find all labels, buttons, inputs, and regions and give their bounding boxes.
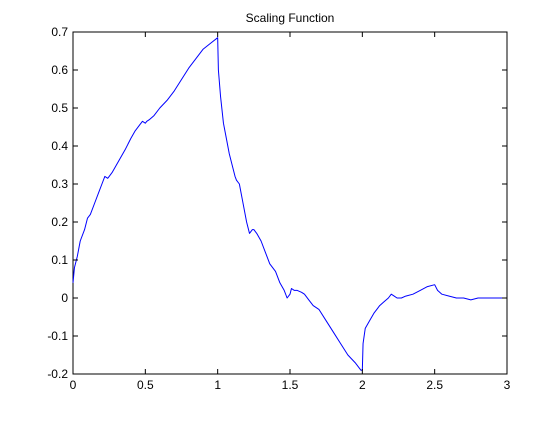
y-tick-label: 0.6: [51, 63, 68, 77]
x-tick-label: 0: [70, 378, 77, 392]
y-tick-label: 0.7: [51, 25, 68, 39]
x-tick-label: 1.5: [282, 378, 299, 392]
series-line-0: [72, 37, 507, 371]
plot-area: [72, 31, 508, 375]
x-tick-label: 2.5: [426, 378, 443, 392]
chart-title: Scaling Function: [246, 11, 335, 25]
y-tick-label: 0.2: [51, 215, 68, 229]
y-tick-label: 0: [61, 291, 68, 305]
y-tick-label: 0.4: [51, 139, 68, 153]
y-axis: -0.2 -0.1 0 0.1 0.2 0.3 0.4 0.5 0.6 0.7: [47, 25, 507, 381]
plot-frame: [72, 31, 508, 375]
x-axis: 0 0.5 1 1.5 2 2.5 3: [70, 32, 511, 392]
x-tick-label: 0.5: [137, 378, 154, 392]
y-tick-label: -0.2: [47, 367, 68, 381]
x-tick-label: 3: [504, 378, 511, 392]
y-tick-label: 0.3: [51, 177, 68, 191]
x-tick-label: 1: [214, 378, 221, 392]
x-tick-label: 2: [359, 378, 366, 392]
y-tick-label: 0.1: [51, 253, 68, 267]
y-tick-label: 0.5: [51, 101, 68, 115]
y-tick-label: -0.1: [47, 329, 68, 343]
